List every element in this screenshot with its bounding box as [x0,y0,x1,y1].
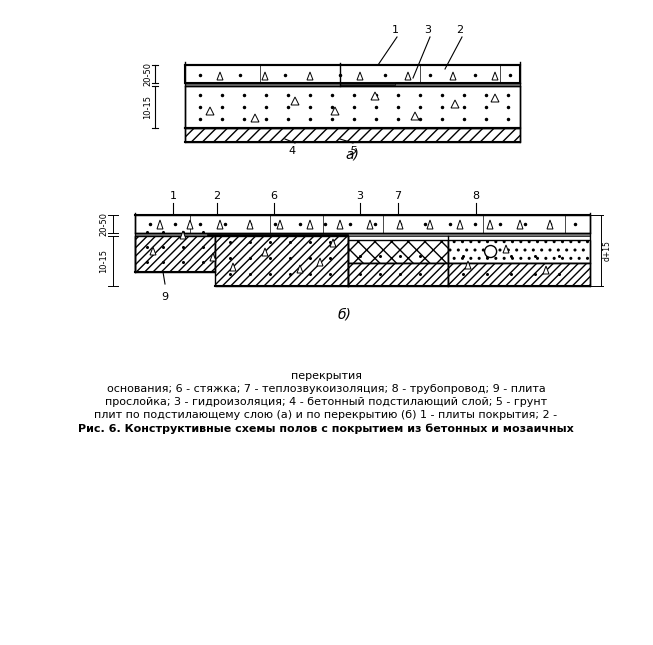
Text: перекрытия: перекрытия [291,371,362,381]
Polygon shape [262,248,268,256]
Text: 20-50: 20-50 [99,212,108,236]
Polygon shape [517,220,523,229]
Polygon shape [397,220,403,229]
Text: 1: 1 [170,191,176,201]
Polygon shape [492,72,498,80]
Polygon shape [317,258,323,266]
Polygon shape [547,220,553,229]
Polygon shape [157,220,163,229]
Bar [135,215,590,233]
Text: 7: 7 [394,191,402,201]
Text: 10-15: 10-15 [99,249,108,273]
Polygon shape [450,72,456,80]
Polygon shape [180,231,186,239]
Text: 2: 2 [456,25,464,35]
Polygon shape [337,220,343,229]
Polygon shape [297,265,303,273]
Polygon shape [451,100,459,108]
Polygon shape [217,72,223,80]
Polygon shape [291,97,299,105]
Text: 3: 3 [357,191,364,201]
Polygon shape [230,263,236,271]
Text: 1: 1 [392,25,398,35]
Bar [448,240,590,263]
Bar [185,65,520,83]
Text: б): б) [338,307,352,321]
Text: основания; 6 - стяжка; 7 - теплозвукоизоляция; 8 - трубопровод; 9 - плита: основания; 6 - стяжка; 7 - теплозвукоизо… [106,384,545,394]
Polygon shape [427,220,433,229]
Text: прослойка; 3 - гидроизоляция; 4 - бетонный подстилающий слой; 5 - грунт: прослойка; 3 - гидроизоляция; 4 - бетонн… [105,397,547,407]
Polygon shape [367,220,373,229]
Polygon shape [543,266,549,274]
Bar [185,83,520,86]
Text: 4: 4 [289,146,296,156]
Bar [135,236,215,272]
Polygon shape [371,92,379,100]
Polygon shape [277,220,283,229]
Text: 9: 9 [161,292,168,302]
Polygon shape [465,261,471,269]
Polygon shape [491,94,499,102]
Bar [448,263,590,286]
Polygon shape [307,72,313,80]
Polygon shape [330,239,336,247]
Polygon shape [187,220,193,229]
Polygon shape [405,72,411,80]
Text: 8: 8 [472,191,479,201]
Polygon shape [210,253,216,261]
Polygon shape [487,220,493,229]
Bar [185,86,520,128]
Polygon shape [503,245,509,253]
Text: 20-50: 20-50 [143,62,152,86]
Text: 2: 2 [214,191,221,201]
Bar [348,263,448,286]
Bar [340,82,395,85]
Text: 6: 6 [270,191,277,201]
Circle shape [485,246,496,257]
Polygon shape [150,247,156,255]
Bar [185,128,520,142]
Text: 10-15: 10-15 [143,95,152,119]
Text: 3: 3 [424,25,432,35]
Polygon shape [307,220,313,229]
Polygon shape [206,107,214,115]
Bar [348,240,448,263]
Polygon shape [411,112,419,120]
Polygon shape [251,114,259,122]
Polygon shape [331,107,339,115]
Polygon shape [457,220,463,229]
Bar [215,236,348,286]
Polygon shape [262,72,268,80]
Text: а): а) [345,148,359,162]
Polygon shape [247,220,253,229]
Text: 5: 5 [349,146,357,156]
Polygon shape [217,220,223,229]
Text: плит по подстилающему слою (а) и по перекрытию (б) 1 - плиты покрытия; 2 -: плит по подстилающему слою (а) и по пере… [95,410,558,420]
Text: d+15: d+15 [603,240,612,261]
Bar [135,233,590,236]
Text: Рис. 6. Конструктивные схемы полов с покрытием из бетонных и мозаичных: Рис. 6. Конструктивные схемы полов с пок… [78,423,574,433]
Polygon shape [357,72,363,80]
Bar [207,234,348,240]
